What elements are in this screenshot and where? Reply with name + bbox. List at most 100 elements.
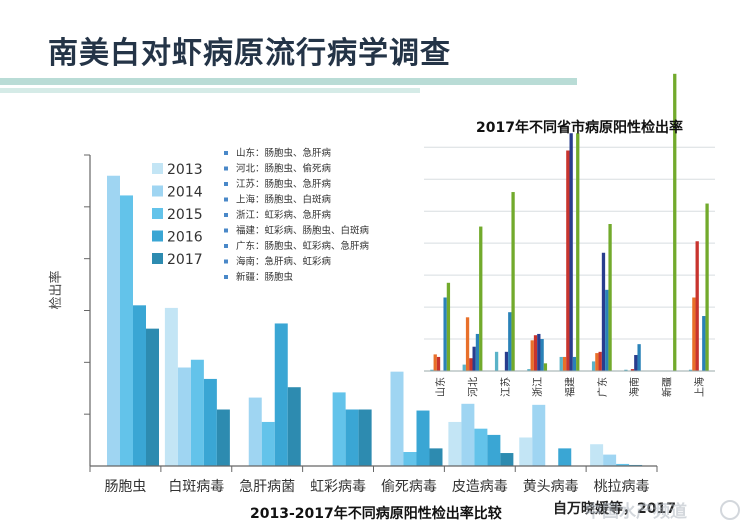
bar-2016-1 [203,378,217,466]
bar-2017-1 [216,409,230,466]
legend-label-2016: 2016 [167,230,203,246]
province-bar-3-0 [527,369,531,371]
province-label-2: 江苏 [499,377,512,397]
title-underline-band [0,78,577,85]
province-bar-1-2 [469,358,473,371]
legend-swatch-2014 [152,185,163,197]
province-x-axis-labels: 山东 河北 江苏 浙江 福建 广东 海南 新疆 上海 [434,377,706,397]
legend-label-2013: 2013 [167,162,203,178]
province-bar-0-2 [436,356,441,371]
province-bullet-7 [224,259,228,264]
legend-label-2014: 2014 [167,185,203,201]
province-bullet-3 [224,197,228,202]
province-label-4: 福建 [564,377,577,397]
page-title: 南美白对虾病原流行病学调查 [48,36,451,71]
province-label-8: 上海 [693,377,706,397]
province-bar-4-0 [559,356,563,371]
legend-label-2017: 2017 [167,252,203,268]
bar-2016-0 [133,305,146,466]
province-bar-0-1 [433,354,437,371]
province-bar-8-5 [705,203,709,371]
province-bar-1-5 [479,226,483,371]
province-bar-0-0 [430,369,434,371]
province-bar-6-2 [630,369,635,371]
province-bar-3-3 [537,333,541,371]
province-legend-item-2: 江苏：肠胞虫、急肝病 [236,178,332,190]
bar-2014-1 [177,367,191,466]
province-bar-4-4 [572,356,577,371]
province-bar-8-0 [688,369,693,371]
province-legend-item-1: 河北：肠胞虫、偷死病 [236,163,332,175]
province-bar-2-4 [508,312,512,371]
province-legend-item-4: 浙江：虹彩病、急肝病 [236,209,332,221]
province-bar-6-3 [634,355,638,371]
province-bar-5-5 [608,224,612,371]
bar-2014-0 [107,175,120,466]
legend-swatch-2013 [152,163,163,174]
x-axis-labels: 肠胞虫 白斑病毒 急肝病菌 虹彩病毒 偷死病毒 皮造病毒 黄头病毒 桃拉病毒 [104,478,649,495]
legend-swatch-2017 [152,253,163,264]
province-bar-5-0 [591,361,596,371]
province-bar-5-4 [605,289,609,371]
title-underline-band-light [0,88,420,93]
province-bar-4-1 [562,356,567,371]
province-legend-item-6: 广东：肠胞虫、虹彩病、急肝病 [236,240,370,252]
bar-2015-0 [120,195,133,466]
province-bar-8-4 [702,316,706,371]
x-label-4: 偷死病毒 [381,479,437,495]
province-bar-3-4 [540,339,544,371]
province-bar-1-1 [465,317,470,371]
x-label-3: 虹彩病毒 [310,479,366,495]
bar-2016-3 [345,409,359,466]
province-bar-2-5 [511,192,515,371]
watermark-text: 中国水产频道 [585,501,687,522]
bar-2017-2 [287,387,301,466]
bar-2014-6 [532,404,546,466]
province-bullet-2 [224,182,228,186]
bar-2015-7 [616,463,630,466]
province-bar-7-5 [673,73,677,371]
bar-2014-4 [390,371,404,466]
province-bar-4-2 [566,150,570,371]
province-bar-5-1 [595,353,599,371]
x-label-1: 白斑病毒 [168,479,224,495]
y-axis-label: 检出率 [48,270,64,309]
bar-2013-1 [164,307,178,466]
province-bar-8-1 [692,297,696,371]
province-bar-3-1 [530,340,534,371]
province-bar-2-3 [504,351,509,371]
province-bullet-4 [224,213,228,217]
province-bullet-8 [224,275,228,279]
x-label-0: 肠胞虫 [104,479,146,495]
bar-2014-5 [461,403,475,466]
province-bar-0-4 [443,297,447,371]
province-bar-1-0 [462,364,466,371]
province-legend-item-7: 海南：急肝病、虹彩病 [236,256,332,268]
pathogen-bars [107,175,643,466]
y-axis-ticks [84,154,90,415]
pathogen-chart-caption: 2013-2017年不同病原阳性检出率比较 [250,505,502,522]
province-bar-6-4 [637,344,641,371]
province-legend-item-0: 山东：肠胞虫、急肝病 [236,147,332,159]
bar-2013-7 [590,444,604,466]
province-bar-1-4 [475,333,480,371]
legend-swatch-2016 [152,230,163,242]
year-legend: 2013 2014 2015 2016 2017 [152,162,203,268]
province-bar-0-5 [446,282,451,371]
legend-label-2015: 2015 [167,207,203,223]
province-bar-4-3 [569,133,573,371]
province-legend-item-3: 上海：肠胞虫、白斑病 [236,194,332,206]
province-legend: 山东：肠胞虫、急肝病河北：肠胞虫、偷死病江苏：肠胞虫、急肝病上海：肠胞虫、白斑病… [224,147,370,283]
province-bar-3-2 [533,335,538,371]
province-bullet-5 [224,228,228,233]
province-bar-8-2 [695,241,699,371]
bar-2016-4 [416,410,430,466]
bar-2014-2 [248,397,262,466]
province-bar-2-0 [494,351,499,371]
province-label-7: 新疆 [661,377,674,397]
province-bar-4-5 [576,133,580,371]
bar-2016-5 [487,434,501,466]
x-axis-ticks [89,466,658,472]
